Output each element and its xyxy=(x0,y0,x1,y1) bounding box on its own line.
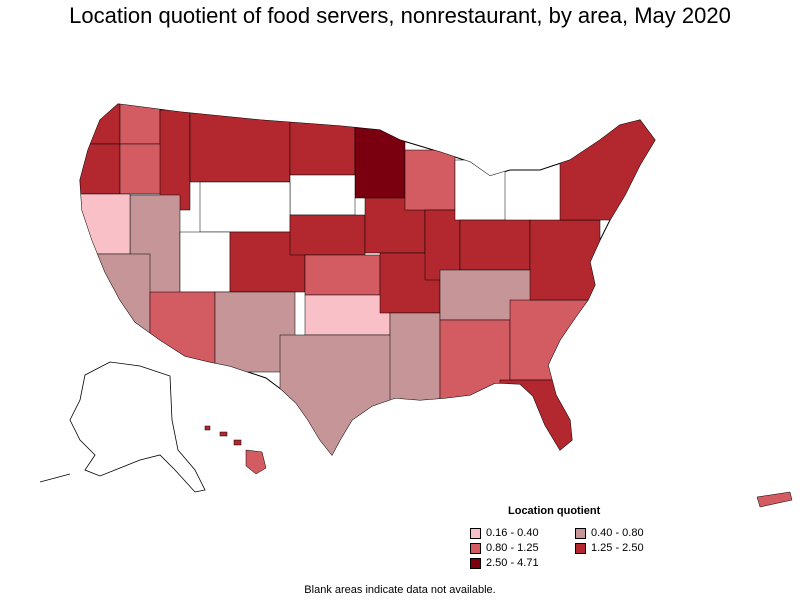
area-arizona xyxy=(149,291,216,373)
puerto-rico xyxy=(756,491,793,508)
legend-swatch-0 xyxy=(470,527,481,539)
legend-item-0: 0.16 - 0.40 xyxy=(470,527,575,539)
area-mississippi-alabama xyxy=(439,319,511,401)
area-kansas xyxy=(304,254,381,296)
legend-item-4: 2.50 - 4.71 xyxy=(470,557,575,569)
legend-item-3: 1.25 - 2.50 xyxy=(575,542,680,554)
area-new-york-new-england xyxy=(559,119,655,221)
area-indiana-ohio xyxy=(459,219,531,271)
legend-label-2: 0.80 - 1.25 xyxy=(486,542,539,554)
map-title: Location quotient of food servers, nonre… xyxy=(69,3,731,28)
legend-item-1: 0.40 - 0.80 xyxy=(575,527,680,539)
area-california-south xyxy=(89,253,151,345)
legend-swatch-3 xyxy=(575,542,586,554)
legend-swatch-4 xyxy=(470,557,481,569)
legend-item-2: 0.80 - 1.25 xyxy=(470,542,575,554)
footnote: Blank areas indicate data not available. xyxy=(304,584,496,596)
area-washington-east xyxy=(119,104,161,145)
area-florida xyxy=(499,379,576,455)
area-idaho xyxy=(159,109,191,211)
legend-label-3: 1.25 - 2.50 xyxy=(591,542,644,554)
aleutian-islands xyxy=(39,473,71,483)
area-south-dakota xyxy=(289,174,356,216)
area-texas xyxy=(279,334,401,455)
area-illinois xyxy=(424,209,461,281)
legend-title: Location quotient xyxy=(508,505,601,517)
area-utah xyxy=(179,231,231,293)
area-michigan xyxy=(454,159,506,221)
legend-swatch-1 xyxy=(575,527,586,539)
area-oregon-east xyxy=(119,143,166,195)
area-pennsylvania-virginia xyxy=(529,219,601,301)
area-nebraska xyxy=(289,214,366,256)
legend-items: 0.16 - 0.40 0.40 - 0.80 0.80 - 1.25 1.25… xyxy=(470,527,690,569)
area-oregon-west xyxy=(80,143,121,195)
area-washington-west xyxy=(80,104,121,145)
legend: Location quotient 0.16 - 0.40 0.40 - 0.8… xyxy=(470,505,690,569)
area-north-dakota xyxy=(289,119,356,176)
area-wisconsin xyxy=(404,149,456,211)
area-montana xyxy=(189,111,291,183)
area-arkansas-louisiana xyxy=(389,312,441,404)
legend-swatch-2 xyxy=(470,542,481,554)
legend-label-1: 0.40 - 0.80 xyxy=(591,527,644,539)
legend-label-0: 0.16 - 0.40 xyxy=(486,527,539,539)
area-oklahoma xyxy=(304,294,391,336)
alaska xyxy=(69,361,206,493)
area-california-north xyxy=(80,193,131,255)
area-georgia-carolinas xyxy=(509,299,591,381)
legend-label-4: 2.50 - 4.71 xyxy=(486,557,539,569)
area-wyoming xyxy=(199,181,291,233)
hawaii xyxy=(204,425,267,475)
